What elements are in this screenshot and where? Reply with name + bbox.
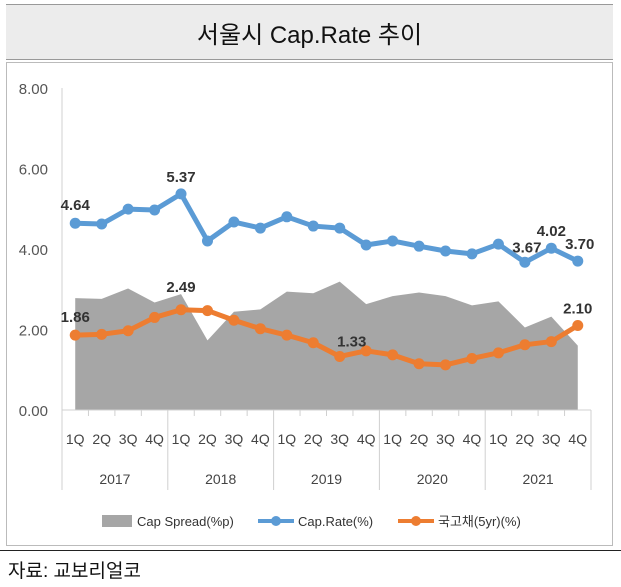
x-tick-label: 4Q [145, 431, 164, 447]
data-label: 4.64 [61, 197, 91, 214]
bond-5yr-point [149, 311, 161, 323]
bond-5yr-point [307, 337, 319, 349]
legend-swatch-marker [271, 516, 281, 526]
data-label: 2.49 [166, 279, 195, 296]
bond-5yr-point [122, 325, 134, 337]
bond-5yr-point [545, 336, 557, 348]
cap-rate-point [149, 204, 161, 216]
cap-rate-point [228, 216, 240, 228]
x-tick-label: 3Q [225, 431, 244, 447]
cap-rate-line [75, 191, 579, 265]
x-tick-label: 4Q [357, 431, 376, 447]
bond-5yr-point [254, 323, 266, 335]
x-tick-label: 3Q [119, 431, 138, 447]
cap-rate-point [466, 248, 478, 260]
bond-5yr-point [572, 319, 584, 331]
cap-rate-point [122, 203, 134, 215]
cap-rate-point [572, 255, 584, 267]
divider [0, 550, 621, 551]
cap-rate-point [307, 220, 319, 232]
source-note: 자료: 교보리얼코 [8, 561, 141, 582]
x-tick-label: 1Q [172, 431, 191, 447]
x-tick-label: 3Q [330, 431, 349, 447]
bond-5yr-point [360, 345, 372, 357]
bond-5yr-point [96, 328, 108, 340]
data-label: 2.10 [563, 300, 592, 317]
x-tick-label: 3Q [436, 431, 455, 447]
cap-rate-point [254, 222, 266, 234]
x-tick-label: 1Q [277, 431, 296, 447]
year-label: 2021 [523, 471, 554, 487]
cap-rate-point [519, 256, 531, 268]
cap-rate-point [96, 218, 108, 230]
bond-5yr-point [334, 350, 346, 362]
bond-5yr-point [492, 347, 504, 359]
legend-label: Cap Spread(%p) [137, 514, 234, 529]
y-tick-label: 2.00 [19, 323, 48, 340]
legend-label: Cap.Rate(%) [298, 514, 373, 529]
y-tick-label: 8.00 [19, 81, 48, 98]
bond-5yr-point [228, 314, 240, 326]
legend-swatch-marker [411, 516, 421, 526]
x-tick-label: 4Q [251, 431, 270, 447]
cap-rate-point [281, 211, 293, 223]
data-label: 4.02 [537, 223, 566, 240]
y-tick-label: 0.00 [19, 403, 48, 420]
cap-rate-point [360, 239, 372, 251]
x-tick-label: 4Q [568, 431, 587, 447]
cap-rate-point [175, 188, 187, 200]
data-label: 5.37 [166, 169, 195, 186]
x-tick-label: 2Q [516, 431, 535, 447]
legend-label: 국고채(5yr)(%) [438, 514, 521, 529]
cap-rate-point [334, 222, 346, 234]
cap-rate-point [492, 238, 504, 250]
bond-5yr-point [413, 358, 425, 370]
x-tick-label: 2Q [92, 431, 111, 447]
x-tick-label: 2Q [304, 431, 323, 447]
data-label: 1.86 [61, 309, 90, 326]
cap-rate-point [440, 245, 452, 257]
cap-rate-point [387, 235, 399, 247]
year-label: 2018 [205, 471, 236, 487]
legend-swatch-cap-spread [102, 515, 132, 527]
cap-rate-point [413, 240, 425, 252]
y-tick-label: 4.00 [19, 242, 48, 259]
x-tick-label: 1Q [383, 431, 402, 447]
x-tick-label: 4Q [463, 431, 482, 447]
year-label: 2017 [99, 471, 130, 487]
bond-5yr-point [519, 339, 531, 351]
x-tick-label: 3Q [542, 431, 561, 447]
bond-5yr-point [281, 329, 293, 341]
cap-rate-point [201, 235, 213, 247]
bond-5yr-point [69, 329, 81, 341]
chart-frame [6, 62, 613, 546]
year-label: 2019 [311, 471, 342, 487]
bond-5yr-point [440, 359, 452, 371]
data-label: 3.67 [512, 239, 541, 256]
cap-rate-point [545, 242, 557, 254]
bond-5yr-point [387, 349, 399, 361]
chart-title: 서울시 Cap.Rate 추이 [6, 4, 613, 60]
cap-rate-point [69, 217, 81, 229]
data-label: 1.33 [337, 333, 366, 350]
x-tick-label: 1Q [489, 431, 508, 447]
x-tick-label: 2Q [198, 431, 217, 447]
x-tick-label: 1Q [66, 431, 85, 447]
bond-5yr-point [466, 352, 478, 364]
bond-5yr-point [201, 305, 213, 317]
year-label: 2020 [417, 471, 448, 487]
y-tick-label: 6.00 [19, 162, 48, 179]
x-tick-label: 2Q [410, 431, 429, 447]
bond-5yr-point [175, 304, 187, 316]
data-label: 3.70 [565, 236, 594, 253]
cap-spread-area [75, 281, 578, 410]
